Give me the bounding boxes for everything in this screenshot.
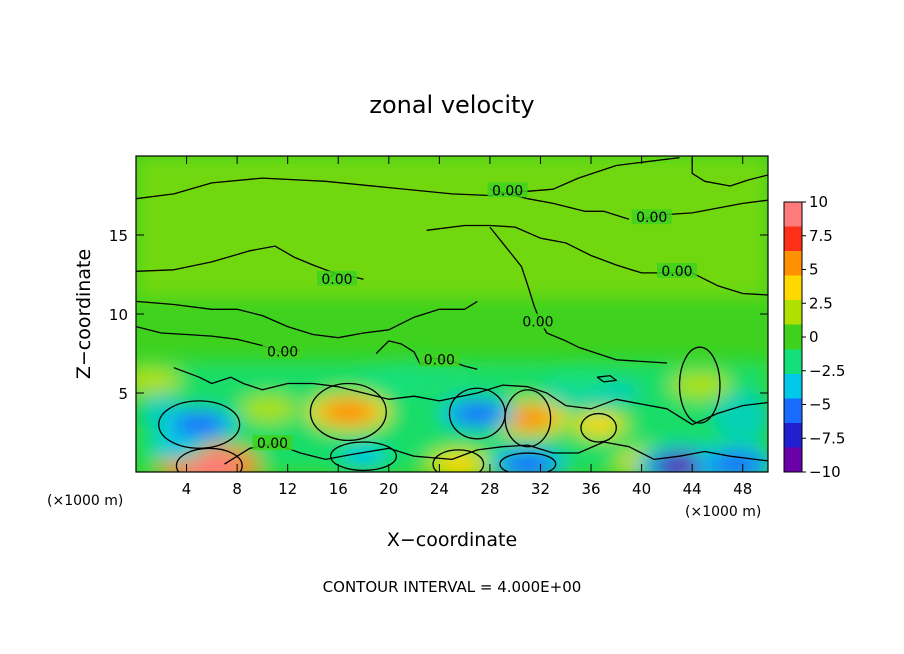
contour-label-bg — [656, 262, 697, 278]
contour-loop — [448, 387, 506, 440]
x-unit-label-right: (×1000 m) — [685, 504, 761, 520]
x-tick-label: 24 — [430, 480, 449, 498]
colorbar-tick-label: 0 — [809, 328, 819, 346]
field-blob-core — [153, 437, 195, 457]
contour-label-bg — [517, 313, 558, 329]
x-unit-label-left: (×1000 m) — [47, 493, 123, 509]
x-tick-label: 16 — [329, 480, 348, 498]
field-blob-peak — [664, 458, 700, 472]
contour-loop — [580, 412, 617, 443]
colorbar-tick-label: −2.5 — [809, 362, 845, 380]
contour-loop — [175, 447, 243, 472]
contour-label: 0.00 — [321, 272, 352, 288]
field-blob-peak — [190, 457, 228, 472]
contour-label-bg — [316, 270, 357, 286]
field-blob-core — [452, 402, 503, 425]
contour-label: 0.00 — [661, 264, 692, 280]
contour-loop — [330, 441, 398, 472]
x-tick-label: 20 — [379, 480, 398, 498]
x-tick-label: 36 — [581, 480, 600, 498]
colorbar: 10 7.5 5 2.5 0 −2.5 −5 −7.5 −10 — [783, 193, 845, 481]
contour-label: 0.00 — [424, 352, 455, 368]
colorbar-tick-label: −5 — [809, 396, 831, 414]
colorbar-tick-label: 2.5 — [809, 294, 833, 312]
field-blob-core — [559, 371, 597, 390]
colorbar-tick-label: 10 — [809, 193, 828, 211]
contour-label: 0.00 — [522, 314, 553, 330]
colorbar-ticks: 10 7.5 5 2.5 0 −2.5 −5 −7.5 −10 — [802, 193, 845, 481]
x-tick-label: 44 — [683, 480, 702, 498]
field-blob-core — [173, 413, 226, 437]
colorbar-tick-label: −7.5 — [809, 429, 845, 447]
x-tick-label: 4 — [182, 480, 192, 498]
chart-title: zonal velocity — [369, 91, 534, 119]
x-tick-label: 48 — [733, 480, 752, 498]
contour-line — [136, 156, 680, 200]
contour-label-bg — [631, 209, 672, 225]
contour-label: 0.00 — [267, 345, 298, 361]
field-blob-core — [435, 453, 482, 472]
contour-line — [224, 441, 768, 465]
contour-loop — [432, 449, 485, 472]
x-axis-label: X−coordinate — [387, 529, 517, 551]
contour-loop — [499, 452, 557, 472]
contour-label: 0.00 — [492, 183, 523, 199]
contour-label: 0.00 — [636, 210, 667, 226]
field-blob-core — [577, 415, 620, 435]
field-blob-core — [340, 445, 387, 467]
contour-label-bg — [487, 182, 528, 198]
x-axis-ticks: 4 8 12 16 20 24 28 32 36 40 44 48 — [182, 156, 752, 498]
x-tick-label: 32 — [531, 480, 550, 498]
colorbar-tick-label: 7.5 — [809, 227, 833, 245]
field-blob-core — [321, 399, 376, 424]
colorbar-bar — [783, 201, 803, 473]
field-blob-core — [680, 375, 720, 395]
field-blob-core — [375, 375, 415, 395]
y-tick-label: 10 — [109, 306, 128, 324]
contour-line — [691, 157, 768, 187]
contour-label: 0.00 — [257, 436, 288, 452]
contour-loop — [678, 346, 721, 424]
x-tick-label: 12 — [278, 480, 297, 498]
contour-line — [596, 374, 617, 383]
y-axis-label: Z−coordinate — [73, 249, 95, 379]
contour-line — [136, 300, 478, 339]
contour-interval-text: CONTOUR INTERVAL = 4.000E+00 — [323, 578, 582, 596]
field-blob-core — [250, 400, 288, 418]
contour-label-bg — [419, 351, 460, 367]
contour-labels: 0.00 0.00 0.00 0.00 0.00 0.00 0.00 0.00 — [252, 182, 697, 452]
x-tick-label: 8 — [232, 480, 242, 498]
colorbar-tick-label: −10 — [809, 463, 841, 481]
contour-loop — [309, 382, 387, 442]
y-tick-label: 15 — [109, 227, 128, 245]
field-blob-core — [709, 452, 764, 472]
y-tick-label: 5 — [118, 385, 128, 403]
contour-label-bg — [252, 435, 293, 451]
field-blob-core — [136, 371, 171, 390]
contour-label-bg — [262, 343, 303, 359]
contour-line — [173, 367, 768, 426]
contour-loop — [158, 400, 241, 449]
x-tick-label: 28 — [480, 480, 499, 498]
contour-line — [426, 224, 768, 296]
x-tick-label: 40 — [632, 480, 651, 498]
field-blob — [712, 391, 768, 442]
y-axis-ticks: 5 10 15 — [109, 227, 768, 403]
plot-area — [136, 156, 768, 472]
colorbar-tick-label: 5 — [809, 261, 819, 279]
